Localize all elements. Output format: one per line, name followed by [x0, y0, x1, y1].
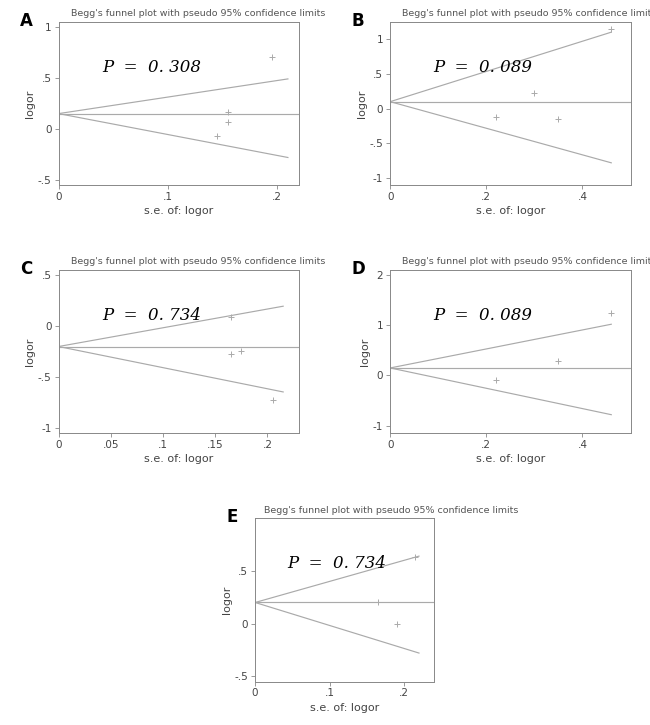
Y-axis label: logor: logor	[25, 337, 35, 366]
Text: Begg's funnel plot with pseudo 95% confidence limits: Begg's funnel plot with pseudo 95% confi…	[264, 505, 519, 515]
Text: P  =  0. 089: P = 0. 089	[434, 59, 532, 76]
Text: P  =  0. 089: P = 0. 089	[434, 307, 532, 324]
X-axis label: s.e. of: logor: s.e. of: logor	[144, 455, 213, 465]
Text: E: E	[226, 508, 238, 526]
Text: Begg's funnel plot with pseudo 95% confidence limits: Begg's funnel plot with pseudo 95% confi…	[70, 9, 325, 18]
Text: P  =  0. 308: P = 0. 308	[102, 59, 201, 76]
Y-axis label: logor: logor	[25, 89, 35, 117]
Text: B: B	[352, 12, 365, 30]
Text: C: C	[20, 260, 32, 278]
X-axis label: s.e. of: logor: s.e. of: logor	[476, 206, 545, 216]
Y-axis label: logor: logor	[222, 586, 231, 614]
Text: Begg's funnel plot with pseudo 95% confidence limits: Begg's funnel plot with pseudo 95% confi…	[70, 257, 325, 266]
Text: Begg's funnel plot with pseudo 95% confidence limits: Begg's funnel plot with pseudo 95% confi…	[402, 257, 650, 266]
Y-axis label: logor: logor	[360, 337, 370, 366]
X-axis label: s.e. of: logor: s.e. of: logor	[310, 703, 379, 713]
Text: P  =  0. 734: P = 0. 734	[287, 555, 386, 573]
Text: A: A	[20, 12, 33, 30]
X-axis label: s.e. of: logor: s.e. of: logor	[144, 206, 213, 216]
Text: P  =  0. 734: P = 0. 734	[102, 307, 201, 324]
Text: D: D	[352, 260, 365, 278]
X-axis label: s.e. of: logor: s.e. of: logor	[476, 455, 545, 465]
Y-axis label: logor: logor	[357, 89, 367, 117]
Text: Begg's funnel plot with pseudo 95% confidence limits: Begg's funnel plot with pseudo 95% confi…	[402, 9, 650, 18]
